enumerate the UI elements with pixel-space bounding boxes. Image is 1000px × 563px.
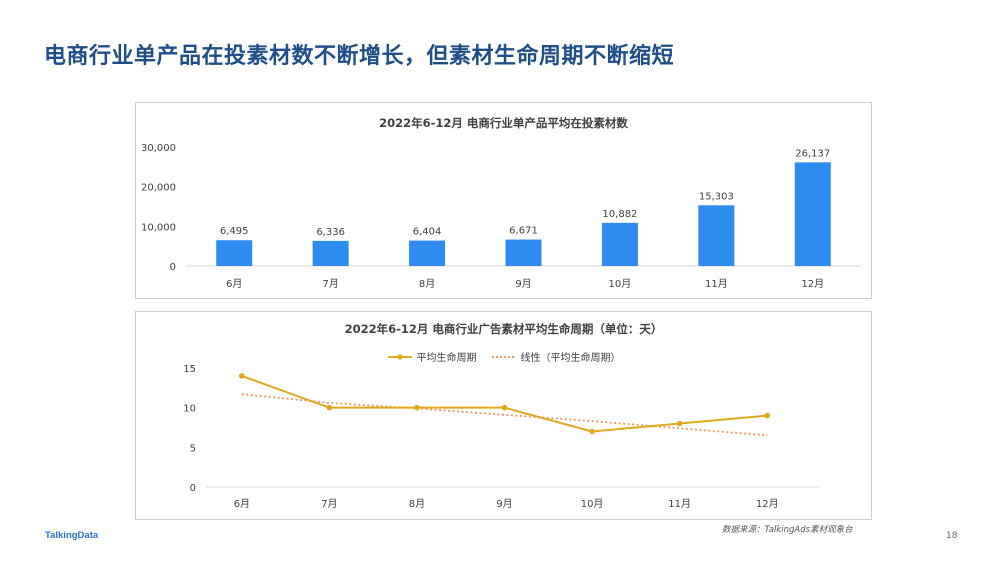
bar-value-label: 6,404 — [413, 227, 442, 238]
legend-item-trend: 线性（平均生命周期） — [491, 349, 621, 364]
line-chart-legend: 平均生命周期 线性（平均生命周期） — [136, 349, 871, 364]
bar-value-label: 26,137 — [795, 148, 830, 159]
line-x-tick-label: 8月 — [409, 498, 425, 510]
legend-dotted-line-icon — [491, 355, 516, 358]
legend-item-average: 平均生命周期 — [387, 349, 477, 364]
trend-line — [241, 393, 768, 437]
bar-7 — [794, 162, 831, 266]
bar-x-tick-label: 12月 — [801, 278, 824, 290]
line-y-tick-label: 15 — [183, 364, 196, 375]
line-chart-title: 2022年6-12月 电商行业广告素材平均生命周期（单位：天） — [344, 322, 663, 336]
line-x-tick-label: 11月 — [668, 498, 691, 510]
bar-x-tick-label: 6月 — [226, 278, 242, 290]
bar-y-tick-label: 10,000 — [141, 222, 176, 233]
bar-x-tick-label: 7月 — [322, 278, 338, 290]
legend-label-average: 平均生命周期 — [416, 353, 477, 364]
line-point — [589, 428, 595, 435]
line-x-tick-label: 6月 — [234, 498, 250, 510]
bar-value-label: 10,882 — [602, 209, 637, 220]
line-y-tick-label: 0 — [190, 483, 196, 494]
bar-y-tick-label: 0 — [170, 262, 176, 273]
bar-value-label: 6,671 — [509, 226, 538, 237]
bar-x-tick-label: 8月 — [419, 278, 435, 290]
bar-value-label: 6,495 — [220, 226, 249, 237]
data-source-note: 数据来源：TalkingAds素材观象台 — [722, 525, 853, 535]
bar-x-tick-label: 11月 — [705, 278, 728, 290]
talkingdata-logo: TalkingData — [45, 530, 99, 541]
line-y-tick-label: 10 — [183, 404, 196, 415]
line-x-tick-label: 12月 — [756, 498, 779, 510]
line-point — [501, 404, 508, 411]
bar-4 — [505, 239, 542, 266]
line-chart-panel: 2022年6-12月 电商行业广告素材平均生命周期（单位：天） 平均生命周期 线… — [135, 311, 872, 520]
line-point — [326, 404, 333, 411]
bar-y-tick-label: 20,000 — [141, 183, 176, 194]
bar-chart: 0 10,000 20,000 30,000 6,495 6月 6,336 7月 6,404 8月… — [141, 143, 861, 290]
page-number: 18 — [946, 531, 958, 541]
bar-value-label: 6,336 — [316, 227, 345, 238]
legend-label-trend: 线性（平均生命周期） — [520, 353, 621, 364]
line-y-tick-label: 5 — [190, 443, 196, 454]
line-point — [676, 420, 683, 427]
page-title: 电商行业单产品在投素材数不断增长，但素材生命周期不断缩短 — [44, 44, 675, 69]
line-point — [764, 412, 771, 419]
legend-solid-line-icon — [387, 353, 412, 360]
bar-5 — [601, 222, 638, 266]
bar-6 — [698, 205, 735, 266]
bar-chart-title: 2022年6-12月 电商行业单产品平均在投素材数 — [379, 116, 628, 130]
bar-2 — [312, 240, 349, 266]
bar-x-tick-label: 9月 — [515, 278, 531, 290]
bar-1 — [216, 240, 253, 266]
bar-value-label: 15,303 — [699, 191, 734, 202]
bar-3 — [409, 240, 446, 266]
line-point — [414, 404, 420, 411]
line-x-tick-label: 10月 — [581, 498, 604, 510]
bar-chart-panel: 2022年6-12月 电商行业单产品平均在投素材数 0 10,000 20,000 3… — [135, 102, 872, 299]
bar-x-tick-label: 10月 — [609, 278, 632, 290]
average-lifecycle-line — [241, 374, 768, 433]
bar-y-tick-label: 30,000 — [141, 143, 176, 154]
line-x-tick-label: 9月 — [496, 498, 512, 510]
line-chart: 0 5 10 15 6月 7月 8月 9月 10月 11月 12月 — [183, 364, 819, 510]
line-point — [238, 373, 245, 379]
line-x-tick-label: 7月 — [321, 498, 337, 510]
